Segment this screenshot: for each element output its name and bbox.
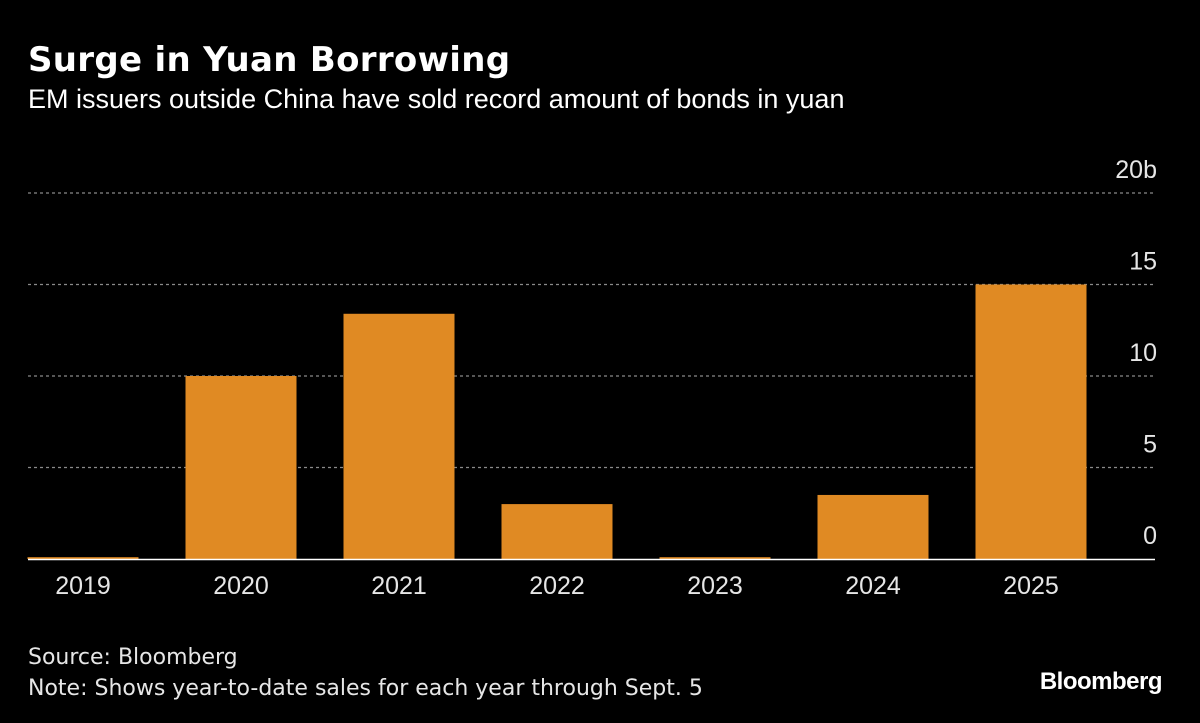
x-axis-labels: 2019 2020 2021 2022 2023 2024 2025 — [55, 572, 1059, 600]
y-axis-labels: 0 5 10 15 20b — [1115, 156, 1157, 550]
bar-2025 — [975, 284, 1087, 559]
chart-title: Surge in Yuan Borrowing — [28, 40, 511, 80]
x-tick-label-2019: 2019 — [55, 572, 111, 600]
bar-2023 — [659, 557, 771, 559]
footnote: Note: Shows year-to-date sales for each … — [28, 676, 703, 701]
y-tick-label: 20b — [1115, 156, 1157, 184]
x-tick-label-2024: 2024 — [845, 572, 901, 600]
x-tick-label-2023: 2023 — [687, 572, 743, 600]
x-tick-label-2020: 2020 — [213, 572, 269, 600]
bar-2022 — [501, 504, 613, 559]
y-tick-label: 15 — [1129, 248, 1157, 276]
x-tick-label-2022: 2022 — [529, 572, 585, 600]
bar-2019 — [27, 557, 139, 559]
bar-2021 — [343, 313, 455, 559]
bar-2020 — [185, 376, 297, 559]
bar-2024 — [817, 494, 929, 559]
bars — [27, 284, 1087, 559]
bloomberg-logo: Bloomberg — [1039, 668, 1163, 695]
chart-subtitle: EM issuers outside China have sold recor… — [28, 84, 845, 114]
x-tick-label-2021: 2021 — [371, 572, 427, 600]
y-tick-label: 10 — [1129, 339, 1157, 367]
source-note: Source: Bloomberg — [28, 645, 238, 670]
x-tick-label-2025: 2025 — [1003, 572, 1059, 600]
y-tick-label: 0 — [1143, 522, 1157, 550]
y-tick-label: 5 — [1143, 431, 1157, 459]
